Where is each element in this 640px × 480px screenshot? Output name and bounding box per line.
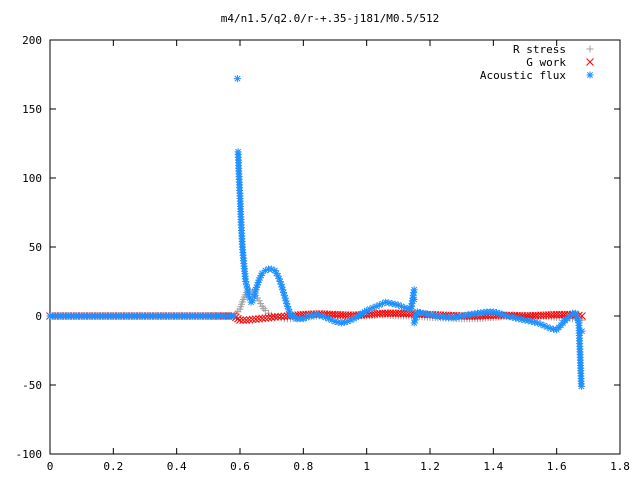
x-tick-label: 1 (363, 460, 370, 473)
y-tick-label: 100 (22, 172, 42, 185)
data-point (233, 75, 241, 83)
data-point (251, 315, 260, 323)
data-point (267, 313, 276, 322)
data-point (264, 313, 273, 322)
data-point (274, 312, 282, 321)
x-tick-label: 1.4 (483, 460, 503, 473)
plot-frame (49, 39, 621, 455)
legend-marker (586, 45, 594, 53)
data-point (258, 314, 267, 323)
y-tick-label: -100 (16, 448, 43, 461)
legend-label: G work (526, 56, 566, 69)
data-point (230, 312, 238, 320)
x-tick-label: 0.8 (293, 460, 313, 473)
data-point (250, 293, 258, 301)
data-point (270, 313, 279, 321)
plot-border (49, 39, 621, 455)
x-tick-label: 0 (47, 460, 54, 473)
data-point (239, 316, 248, 324)
x-tick-label: 1.6 (547, 460, 567, 473)
series-acoustic-flux (46, 75, 586, 390)
x-tick-label: 0.6 (230, 460, 250, 473)
x-tick-label: 0.2 (103, 460, 123, 473)
chart-title: m4/n1.5/q2.0/r-+.35-j181/M0.5/512 (221, 12, 440, 25)
data-point (245, 315, 254, 324)
y-tick-label: -50 (22, 379, 42, 392)
data-point (248, 315, 257, 324)
data-point (242, 278, 250, 285)
x-tick-label: 1.8 (610, 460, 630, 473)
data-point (277, 312, 286, 321)
axis-ticks: 0 0.2 0.4 0.6 0.8 1 1.2 1.4 1.6 1.8 200 150 100 50 0 -5… (16, 34, 630, 473)
y-tick-label: 0 (35, 310, 42, 323)
legend-marker (586, 71, 594, 79)
y-tick-label: 50 (29, 241, 42, 254)
y-tick-label: 150 (22, 103, 42, 116)
data-point (245, 291, 253, 299)
data-point (244, 287, 252, 295)
legend-label: Acoustic flux (480, 69, 566, 82)
data-point (410, 286, 418, 294)
y-tick-label: 200 (22, 34, 42, 47)
data-point (261, 314, 270, 322)
legend-label: R stress (513, 43, 566, 56)
data-point (577, 382, 585, 390)
data-marks (46, 75, 586, 390)
data-point (578, 327, 586, 335)
data-point (410, 295, 418, 303)
data-point (236, 316, 244, 324)
x-tick-label: 1.2 (420, 460, 440, 473)
legend-marker (586, 58, 594, 66)
data-point (242, 316, 251, 324)
data-point (255, 314, 263, 323)
x-tick-label: 0.4 (167, 460, 187, 473)
